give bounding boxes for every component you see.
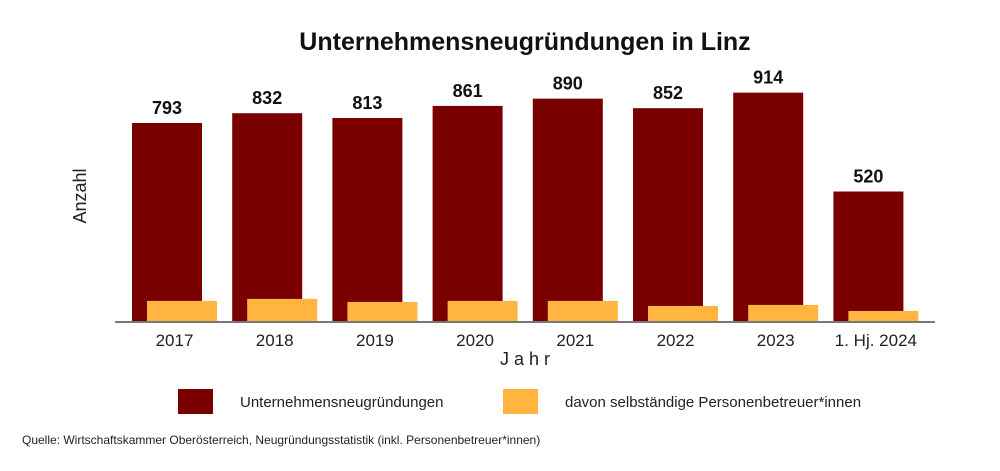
legend-label-neugruendungen: Unternehmensneugründungen bbox=[240, 394, 444, 411]
bar-personenbetreuer-4 bbox=[547, 300, 618, 322]
x-tick-label: 2019 bbox=[356, 331, 394, 350]
y-axis-label: Anzahl bbox=[70, 168, 90, 223]
bar-personenbetreuer-6 bbox=[748, 304, 819, 322]
bar-personenbetreuer-7 bbox=[848, 310, 919, 322]
legend-swatch-neugruendungen bbox=[178, 389, 213, 414]
bar-personenbetreuer-1 bbox=[247, 298, 318, 322]
x-ticks-group: 2017 2018 2019 2020 2021 2022 2023 1. Hj. 2024 bbox=[156, 331, 917, 350]
x-tick-label: 2023 bbox=[757, 331, 795, 350]
data-label: 861 bbox=[453, 81, 483, 101]
x-tick-label: 2020 bbox=[456, 331, 494, 350]
x-tick-label: 2018 bbox=[256, 331, 294, 350]
bar-personenbetreuer-2 bbox=[347, 301, 418, 322]
legend-swatch-personenbetreuer bbox=[503, 389, 538, 414]
bar-neugruendungen-2 bbox=[332, 117, 403, 323]
x-axis-label: J a h r bbox=[500, 349, 550, 369]
x-tick-label: 2022 bbox=[657, 331, 695, 350]
data-label: 832 bbox=[252, 88, 282, 108]
bar-personenbetreuer-0 bbox=[147, 300, 217, 322]
chart-title: Unternehmensneugründungen in Linz bbox=[299, 28, 750, 56]
source-note: Quelle: Wirtschaftskammer Oberösterreich… bbox=[22, 433, 540, 447]
data-label: 520 bbox=[853, 167, 883, 187]
x-tick-label: 2017 bbox=[156, 331, 194, 350]
bar-neugruendungen-3 bbox=[432, 105, 503, 322]
bars-group: 793 832 813 861 890 852 914 520 bbox=[132, 68, 919, 323]
bar-neugruendungen-0 bbox=[132, 123, 202, 322]
bar-neugruendungen-4 bbox=[532, 98, 603, 322]
bar-neugruendungen-6 bbox=[733, 92, 804, 322]
legend-label-personenbetreuer: davon selbständige Personenbetreuer*inne… bbox=[565, 394, 861, 411]
data-label: 793 bbox=[152, 98, 182, 118]
bar-neugruendungen-7 bbox=[833, 191, 904, 322]
legend: Unternehmensneugründungen davon selbstän… bbox=[178, 389, 861, 414]
x-tick-label: 1. Hj. 2024 bbox=[835, 331, 917, 350]
data-label: 852 bbox=[653, 83, 683, 103]
bar-personenbetreuer-5 bbox=[648, 305, 718, 322]
bar-personenbetreuer-3 bbox=[447, 300, 518, 322]
data-label: 890 bbox=[553, 74, 583, 94]
bar-neugruendungen-5 bbox=[633, 108, 703, 322]
data-label: 914 bbox=[753, 68, 783, 88]
x-tick-label: 2021 bbox=[556, 331, 594, 350]
bar-neugruendungen-1 bbox=[232, 113, 303, 323]
data-label: 813 bbox=[352, 93, 382, 113]
